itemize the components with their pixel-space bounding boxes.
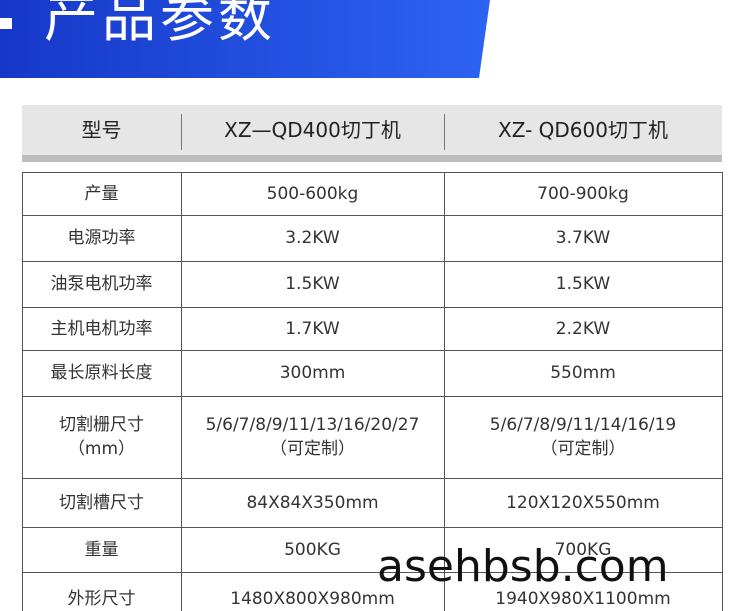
header-divider (444, 114, 445, 150)
cell-text: （可定制） (540, 439, 626, 459)
watermark: asehbsb.com (377, 541, 669, 592)
cell-text: 电源功率 (67, 228, 136, 248)
table-cell: 1.7KW (181, 307, 444, 350)
cell-text: （可定制） (270, 439, 355, 459)
cell-text: 3.2KW (285, 228, 340, 248)
cell-text: 5/6/7/8/9/11/13/16/20/27 (205, 415, 420, 435)
table-cell: 1940X980X1100mm (444, 572, 722, 611)
col-line (722, 172, 723, 611)
table-cell: 84X84X350mm (181, 478, 444, 527)
cell-text: 84X84X350mm (246, 492, 379, 513)
table-cell: 重量 (22, 527, 181, 572)
table-cell: 1.5KW (181, 261, 444, 307)
cell-text: 700-900kg (537, 183, 629, 204)
cell-text: 5/6/7/8/9/11/14/16/19 (489, 415, 677, 435)
col-line (22, 172, 23, 611)
table-cell: 500-600kg (181, 172, 444, 215)
cell-text: 500-600kg (266, 183, 359, 204)
header-divider (181, 114, 182, 150)
cell-text: 1.5KW (555, 274, 611, 294)
table-cell: 油泵电机功率 (22, 261, 181, 307)
header-cell: XZ- QD600切丁机 (498, 118, 668, 142)
cell-text: 最长原料长度 (50, 363, 153, 383)
col-line (444, 172, 445, 611)
col-line (181, 172, 182, 611)
table-cell: 1.5KW (444, 261, 722, 307)
table-cell: 3.2KW (181, 215, 444, 261)
header-cell: 型号 (81, 118, 122, 142)
banner (0, 0, 490, 78)
cell-text: 2.2KW (555, 318, 611, 339)
table-cell: 电源功率 (22, 215, 181, 261)
table-cell: 550mm (444, 350, 722, 396)
cell-text: 1.5KW (285, 274, 340, 294)
cell-text: 1940X980X1100mm (495, 588, 671, 609)
cell-text: 700KG (554, 539, 612, 560)
cell-text: 油泵电机功率 (50, 274, 153, 294)
row-line (22, 172, 722, 173)
table-cell: 120X120X550mm (444, 478, 722, 527)
table-cell: 最长原料长度 (22, 350, 181, 396)
header-bar (22, 155, 722, 162)
header-cell: XZ—QD400切丁机 (224, 118, 401, 142)
table-cell: 外形尺寸 (22, 572, 181, 611)
cell-text: 1.7KW (285, 318, 340, 339)
banner-title: 产品参数 (44, 0, 276, 49)
table-cell: 产量 (22, 172, 181, 215)
cell-text: 外形尺寸 (67, 588, 136, 609)
table-cell: 700KG (444, 527, 722, 572)
table-cell: 700-900kg (444, 172, 722, 215)
table-cell: 主机电机功率 (22, 307, 181, 350)
row-line (22, 215, 722, 216)
row-line (22, 478, 722, 479)
table-cell: 300mm (181, 350, 444, 396)
table-cell: 2.2KW (444, 307, 722, 350)
table-cell: 500KG (181, 527, 444, 572)
cell-text: 主机电机功率 (50, 318, 153, 339)
header-band (22, 105, 722, 155)
table-cell: 切割栅尺寸 （mm） (22, 396, 181, 478)
cell-text: 3.7KW (555, 228, 611, 248)
cell-text: 120X120X550mm (506, 492, 660, 513)
row-line (22, 350, 722, 351)
table-cell: 5/6/7/8/9/11/14/16/19 （可定制） (444, 396, 722, 478)
row-line (22, 396, 722, 397)
row-line (22, 572, 722, 573)
table-cell: 1480X800X980mm (181, 572, 444, 611)
cell-text: 300mm (279, 363, 346, 383)
cell-text: 550mm (550, 363, 616, 383)
cell-text: 切割栅尺寸 (59, 415, 144, 435)
row-line (22, 307, 722, 308)
cell-text: （mm） (67, 439, 136, 459)
cell-text: 1480X800X980mm (230, 588, 395, 609)
cell-text: 切割槽尺寸 (59, 492, 144, 513)
row-line (22, 261, 722, 262)
table-cell: 切割槽尺寸 (22, 478, 181, 527)
cell-text: 产量 (84, 183, 119, 204)
cell-text: 500KG (284, 539, 341, 560)
table-cell: 3.7KW (444, 215, 722, 261)
table-cell: 5/6/7/8/9/11/13/16/20/27 （可定制） (181, 396, 444, 478)
cell-text: 重量 (84, 539, 119, 560)
row-line (22, 527, 722, 528)
